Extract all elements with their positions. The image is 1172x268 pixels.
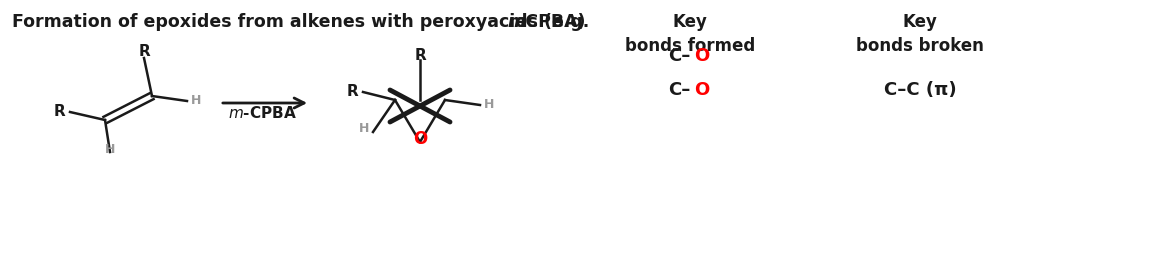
Text: m: m bbox=[507, 13, 525, 31]
Text: R: R bbox=[53, 105, 64, 120]
Text: C–C (π): C–C (π) bbox=[884, 81, 956, 99]
Text: O: O bbox=[694, 81, 709, 99]
Text: O: O bbox=[413, 130, 427, 148]
Text: Formation of epoxides from alkenes with peroxyacids (e.g.: Formation of epoxides from alkenes with … bbox=[12, 13, 595, 31]
Text: $\mathit{m}$-CPBA: $\mathit{m}$-CPBA bbox=[227, 105, 297, 121]
Text: -CPBA): -CPBA) bbox=[518, 13, 586, 31]
Text: Key
bonds formed: Key bonds formed bbox=[625, 13, 755, 55]
Text: H: H bbox=[359, 122, 369, 135]
Text: Key
bonds broken: Key bonds broken bbox=[856, 13, 984, 55]
Text: R: R bbox=[414, 48, 425, 63]
Text: H: H bbox=[104, 143, 115, 156]
Text: R: R bbox=[138, 44, 150, 59]
Text: C–: C– bbox=[668, 47, 690, 65]
Text: O: O bbox=[694, 47, 709, 65]
Text: H: H bbox=[484, 99, 495, 111]
Text: H: H bbox=[191, 95, 202, 107]
Text: C–: C– bbox=[668, 81, 690, 99]
Text: R: R bbox=[346, 84, 357, 99]
